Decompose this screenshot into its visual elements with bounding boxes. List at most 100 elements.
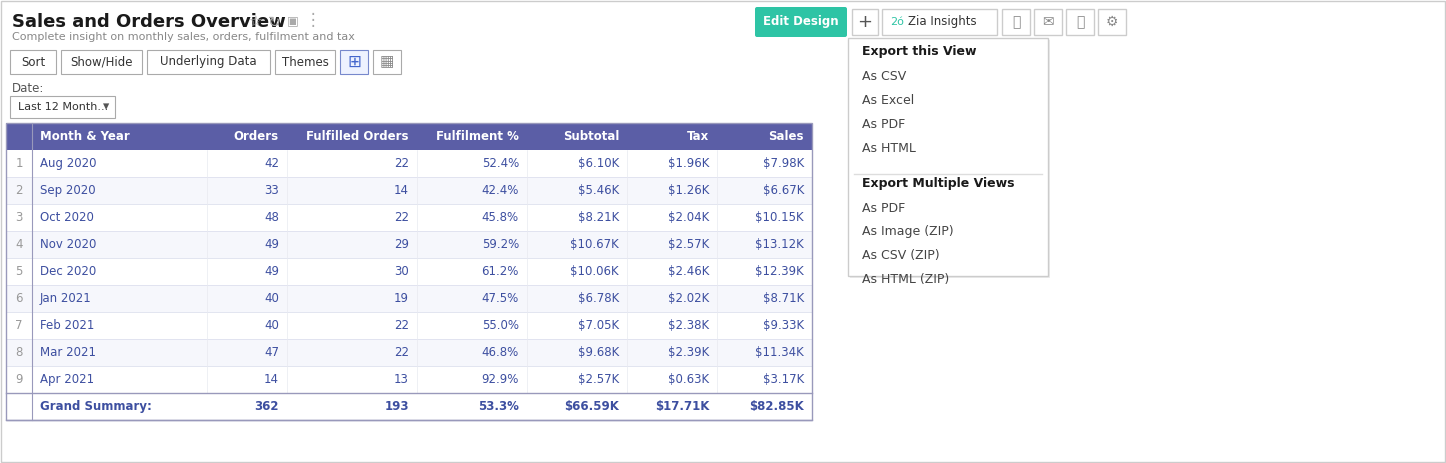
Text: 3: 3 — [16, 211, 23, 224]
Text: 45.8%: 45.8% — [482, 211, 519, 224]
Text: $6.10K: $6.10K — [578, 157, 619, 170]
Text: 47: 47 — [265, 346, 279, 359]
Text: Sep 2020: Sep 2020 — [40, 184, 95, 197]
Bar — [1066, 9, 1095, 35]
Text: $1.96K: $1.96K — [668, 157, 709, 170]
Text: 14: 14 — [393, 184, 409, 197]
Text: Orders: Orders — [234, 130, 279, 143]
Text: Fulfilled Orders: Fulfilled Orders — [307, 130, 409, 143]
Text: 13: 13 — [395, 373, 409, 386]
Text: 193: 193 — [385, 400, 409, 413]
Text: Fulfilment %: Fulfilment % — [437, 130, 519, 143]
Bar — [275, 50, 335, 74]
Text: ⋮: ⋮ — [305, 11, 321, 29]
Text: $8.71K: $8.71K — [762, 292, 804, 305]
Text: $7.98K: $7.98K — [762, 157, 804, 170]
Text: 22: 22 — [393, 319, 409, 332]
Text: 40: 40 — [265, 292, 279, 305]
Text: As CSV: As CSV — [862, 69, 907, 82]
Text: $9.33K: $9.33K — [763, 319, 804, 332]
Text: Dec 2020: Dec 2020 — [40, 265, 97, 278]
Text: $17.71K: $17.71K — [655, 400, 709, 413]
Bar — [1034, 9, 1061, 35]
Text: 5: 5 — [16, 265, 23, 278]
Text: Sales and Orders Overview: Sales and Orders Overview — [12, 13, 286, 31]
Text: $3.17K: $3.17K — [762, 373, 804, 386]
Bar — [6, 177, 813, 204]
Text: $10.06K: $10.06K — [570, 265, 619, 278]
Bar — [6, 123, 813, 420]
Text: As CSV (ZIP): As CSV (ZIP) — [862, 250, 940, 263]
Text: ☆: ☆ — [249, 14, 262, 30]
Text: 49: 49 — [265, 238, 279, 251]
Bar — [6, 285, 813, 312]
Text: $11.34K: $11.34K — [755, 346, 804, 359]
Text: 7: 7 — [16, 319, 23, 332]
Text: Feb 2021: Feb 2021 — [40, 319, 94, 332]
Text: 92.9%: 92.9% — [482, 373, 519, 386]
Text: 2ó: 2ó — [889, 17, 904, 27]
Text: 42: 42 — [265, 157, 279, 170]
Bar — [6, 123, 813, 150]
Text: ⊞: ⊞ — [347, 53, 362, 71]
Text: Last 12 Month...: Last 12 Month... — [17, 102, 108, 112]
Text: Zia Insights: Zia Insights — [908, 15, 976, 29]
Bar — [373, 50, 401, 74]
Text: As Image (ZIP): As Image (ZIP) — [862, 225, 953, 238]
Text: $1.26K: $1.26K — [668, 184, 709, 197]
Bar — [882, 9, 996, 35]
Text: $0.63K: $0.63K — [668, 373, 709, 386]
Text: Sort: Sort — [20, 56, 45, 69]
Bar — [6, 366, 813, 393]
Bar — [6, 393, 813, 420]
Text: 4: 4 — [16, 238, 23, 251]
Text: $66.59K: $66.59K — [564, 400, 619, 413]
Text: 42.4%: 42.4% — [482, 184, 519, 197]
Bar — [147, 50, 270, 74]
Text: Aug 2020: Aug 2020 — [40, 157, 97, 170]
Text: ⏱: ⏱ — [1076, 15, 1084, 29]
Text: 55.0%: 55.0% — [482, 319, 519, 332]
Bar — [6, 150, 813, 177]
Text: ▦: ▦ — [380, 55, 395, 69]
Text: $2.39K: $2.39K — [668, 346, 709, 359]
Text: Themes: Themes — [282, 56, 328, 69]
Text: ✉: ✉ — [1043, 15, 1054, 29]
Text: 40: 40 — [265, 319, 279, 332]
Bar — [6, 258, 813, 285]
Bar — [61, 50, 142, 74]
Text: 6: 6 — [16, 292, 23, 305]
Text: $2.57K: $2.57K — [668, 238, 709, 251]
Text: 47.5%: 47.5% — [482, 292, 519, 305]
Bar — [852, 9, 878, 35]
Text: Jan 2021: Jan 2021 — [40, 292, 91, 305]
Text: 19: 19 — [393, 292, 409, 305]
Text: Tax: Tax — [687, 130, 709, 143]
Text: 29: 29 — [393, 238, 409, 251]
Text: 362: 362 — [254, 400, 279, 413]
Text: Export Multiple Views: Export Multiple Views — [862, 177, 1015, 190]
Text: Show/Hide: Show/Hide — [71, 56, 133, 69]
Text: 30: 30 — [395, 265, 409, 278]
Text: Nov 2020: Nov 2020 — [40, 238, 97, 251]
Bar — [1002, 9, 1030, 35]
Text: $2.02K: $2.02K — [668, 292, 709, 305]
Text: As HTML: As HTML — [862, 142, 915, 155]
Text: 2: 2 — [16, 184, 23, 197]
Text: 52.4%: 52.4% — [482, 157, 519, 170]
Text: 22: 22 — [393, 211, 409, 224]
Text: Apr 2021: Apr 2021 — [40, 373, 94, 386]
Text: $2.57K: $2.57K — [578, 373, 619, 386]
Bar — [6, 339, 813, 366]
Text: 49: 49 — [265, 265, 279, 278]
Text: ▾: ▾ — [103, 100, 110, 113]
Text: 53.3%: 53.3% — [479, 400, 519, 413]
Text: Sales: Sales — [768, 130, 804, 143]
Text: $82.85K: $82.85K — [749, 400, 804, 413]
Text: $8.21K: $8.21K — [578, 211, 619, 224]
Text: Edit Design: Edit Design — [763, 15, 839, 29]
Text: ▣: ▣ — [286, 14, 299, 27]
FancyBboxPatch shape — [755, 7, 847, 37]
Bar — [6, 204, 813, 231]
Text: 59.2%: 59.2% — [482, 238, 519, 251]
